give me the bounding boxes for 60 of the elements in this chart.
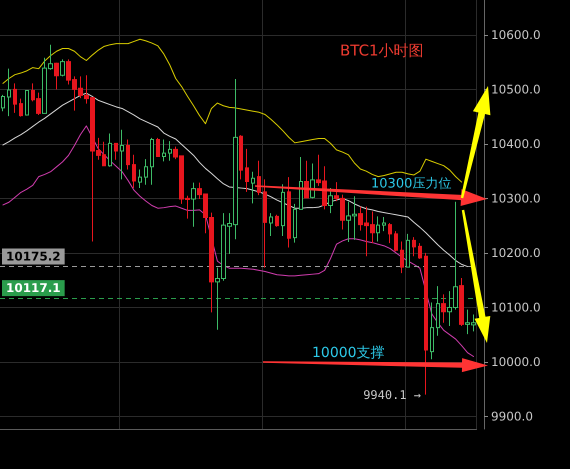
candlestick — [257, 160, 261, 196]
candlestick — [13, 82, 17, 114]
y-tick-label: 10200.0 — [491, 246, 541, 260]
annotation: 10000支撑 — [312, 345, 385, 361]
candlestick — [108, 133, 112, 168]
candlestick — [400, 240, 404, 274]
candlestick — [162, 139, 166, 162]
candlestick — [251, 171, 255, 204]
candlestick — [126, 139, 130, 170]
candlestick — [436, 286, 440, 336]
candlestick — [406, 233, 410, 268]
candlestick — [263, 178, 267, 268]
y-tick-label: 10400.0 — [491, 136, 541, 151]
y-tick-label: 10000.0 — [491, 354, 541, 369]
y-tick-label: 10100.0 — [491, 300, 541, 314]
candlestick — [299, 156, 303, 210]
candlestick — [412, 236, 416, 257]
annotation: 10300压力位 — [371, 176, 452, 192]
y-tick-label: 10500.0 — [491, 82, 541, 96]
line-series — [2, 92, 468, 268]
candlestick — [376, 216, 380, 242]
candlestick — [239, 134, 243, 180]
candlestick — [7, 68, 11, 117]
candlestick — [441, 294, 446, 324]
candlestick — [54, 62, 59, 90]
candlestick — [191, 182, 196, 228]
candlestick — [418, 242, 422, 260]
annotation: 9940.1 → — [363, 388, 421, 402]
text: BTC1小时图 — [340, 42, 424, 60]
candlestick — [275, 214, 279, 228]
candlestick — [287, 176, 291, 248]
candlestick — [114, 142, 118, 160]
candlestick — [293, 203, 297, 244]
candlestick — [245, 148, 249, 192]
y-tick-label: 9900.0 — [491, 409, 533, 424]
candlestick — [269, 212, 273, 237]
candlestick — [150, 137, 154, 186]
y-tick-label: 10300.0 — [491, 191, 541, 206]
candlestick — [459, 278, 464, 326]
candlestick — [168, 140, 172, 162]
line-series — [2, 125, 474, 357]
candlestick — [394, 230, 398, 252]
candlestick — [144, 158, 148, 186]
candlestick — [388, 222, 392, 244]
candlestick — [25, 89, 29, 116]
candlestick — [281, 184, 285, 237]
ref-line-label: 10175.2 — [6, 249, 61, 264]
candlestick — [60, 58, 65, 77]
candlestick — [1, 94, 5, 112]
candlestick — [430, 302, 434, 360]
candlestick — [138, 169, 142, 189]
candlestick — [424, 252, 428, 396]
candlestick — [156, 137, 160, 158]
y-tick-label: 10600.0 — [491, 28, 541, 42]
candlestick — [120, 129, 124, 180]
ref-line-label: 10117.1 — [6, 281, 61, 296]
candlestick — [132, 154, 136, 189]
candlestick — [19, 98, 23, 118]
candlestick — [328, 188, 333, 214]
candlestick — [382, 216, 386, 232]
